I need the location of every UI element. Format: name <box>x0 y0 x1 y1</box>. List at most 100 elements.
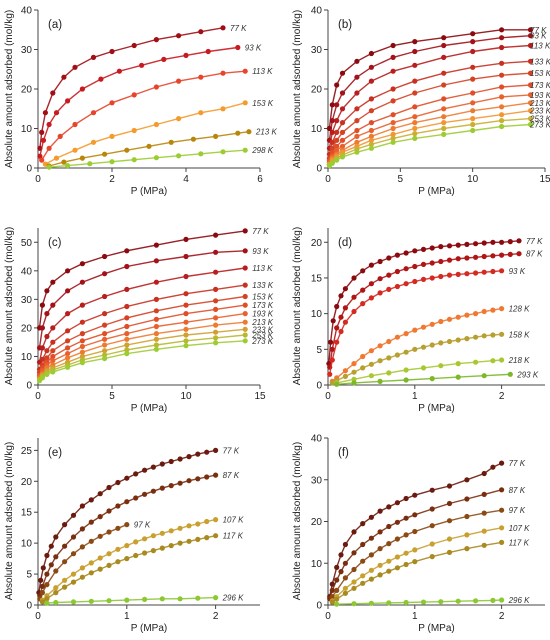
x-tick-label: 0 <box>325 391 331 402</box>
data-point <box>168 139 174 145</box>
data-point <box>205 48 211 55</box>
data-point <box>79 360 85 366</box>
data-point <box>213 329 219 335</box>
data-point <box>53 534 59 540</box>
data-point <box>490 307 496 313</box>
data-point <box>106 562 112 569</box>
data-point <box>351 275 357 281</box>
data-point <box>412 528 418 535</box>
data-point <box>403 495 409 502</box>
data-point <box>386 523 392 530</box>
data-point <box>176 116 182 122</box>
data-point <box>150 488 156 494</box>
data-point <box>351 294 357 300</box>
data-point <box>441 54 447 61</box>
data-point <box>168 458 174 465</box>
data-point <box>183 253 189 260</box>
data-point <box>481 510 487 516</box>
data-point <box>390 98 396 104</box>
data-point <box>354 74 360 80</box>
data-point <box>429 523 435 529</box>
data-point <box>377 508 383 514</box>
series-77-K: 77 K <box>327 459 526 600</box>
data-point <box>79 544 85 550</box>
data-point <box>329 346 335 352</box>
data-point <box>499 94 505 100</box>
series-273-K: 273 K <box>326 121 550 169</box>
data-point <box>159 530 165 536</box>
data-point <box>177 480 183 486</box>
data-point <box>420 344 427 350</box>
data-point <box>481 470 487 477</box>
temperature-label: 293 K <box>516 370 539 379</box>
data-point <box>438 244 444 250</box>
data-point <box>168 528 174 534</box>
data-point <box>481 491 487 497</box>
data-point <box>342 560 348 566</box>
data-point <box>420 261 427 267</box>
data-point <box>62 584 68 590</box>
data-point <box>142 596 148 603</box>
data-point <box>403 281 409 287</box>
data-point <box>142 467 148 473</box>
data-point <box>70 571 77 577</box>
data-point <box>351 369 357 375</box>
data-point <box>102 271 108 277</box>
data-point <box>368 120 374 126</box>
data-point <box>403 532 409 538</box>
data-point <box>339 90 346 96</box>
data-point <box>53 110 60 116</box>
data-point <box>124 263 130 270</box>
y-tick-label: 10 <box>21 352 33 363</box>
data-point <box>338 328 344 335</box>
data-point <box>470 127 476 134</box>
series-117-K: 117 K <box>39 532 244 605</box>
data-point <box>50 302 56 308</box>
temperature-label: 77 K <box>509 459 526 468</box>
data-point <box>527 108 534 114</box>
data-point <box>455 374 461 380</box>
data-point <box>368 78 374 84</box>
series-77-K: 77 K <box>37 24 247 151</box>
data-point <box>473 359 479 365</box>
data-point <box>360 287 366 293</box>
data-point <box>142 491 148 497</box>
series-153-K: 153 K <box>326 69 550 161</box>
data-point <box>446 243 453 249</box>
data-point <box>338 314 344 320</box>
data-point <box>50 353 56 360</box>
data-point <box>161 56 167 63</box>
series-77-K: 77 K <box>326 237 543 367</box>
y-tick-label: 25 <box>21 446 33 457</box>
data-point <box>377 258 383 265</box>
data-point <box>368 552 374 558</box>
data-point <box>446 500 453 507</box>
data-point <box>183 52 189 59</box>
data-point <box>377 546 383 552</box>
data-point <box>386 568 392 574</box>
temperature-label: 273 K <box>251 337 274 346</box>
temperature-label: 97 K <box>509 506 526 515</box>
data-point <box>334 82 340 88</box>
data-point <box>481 373 487 379</box>
data-point <box>360 353 366 360</box>
data-point <box>429 260 435 266</box>
data-point <box>368 96 374 102</box>
y-tick-label: 30 <box>21 45 33 56</box>
temperature-label: 173 K <box>530 81 550 90</box>
data-point <box>102 331 108 337</box>
data-point <box>412 547 418 553</box>
data-point <box>527 100 534 106</box>
series-87-K: 87 K <box>327 486 526 602</box>
x-tick-label: 2 <box>499 611 505 622</box>
fit-line <box>38 449 216 593</box>
data-point <box>109 159 115 165</box>
y-tick-label: 40 <box>21 266 33 277</box>
data-point <box>334 564 340 571</box>
data-point <box>473 598 479 604</box>
y-tick-label: 20 <box>21 477 33 488</box>
data-point <box>354 106 360 112</box>
data-point <box>420 276 427 282</box>
data-point <box>394 268 400 275</box>
data-point <box>446 549 453 556</box>
